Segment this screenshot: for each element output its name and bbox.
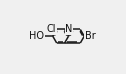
Text: Br: Br — [85, 31, 96, 41]
Text: HO: HO — [29, 31, 44, 41]
Text: N: N — [65, 24, 73, 34]
Text: Cl: Cl — [46, 24, 56, 34]
